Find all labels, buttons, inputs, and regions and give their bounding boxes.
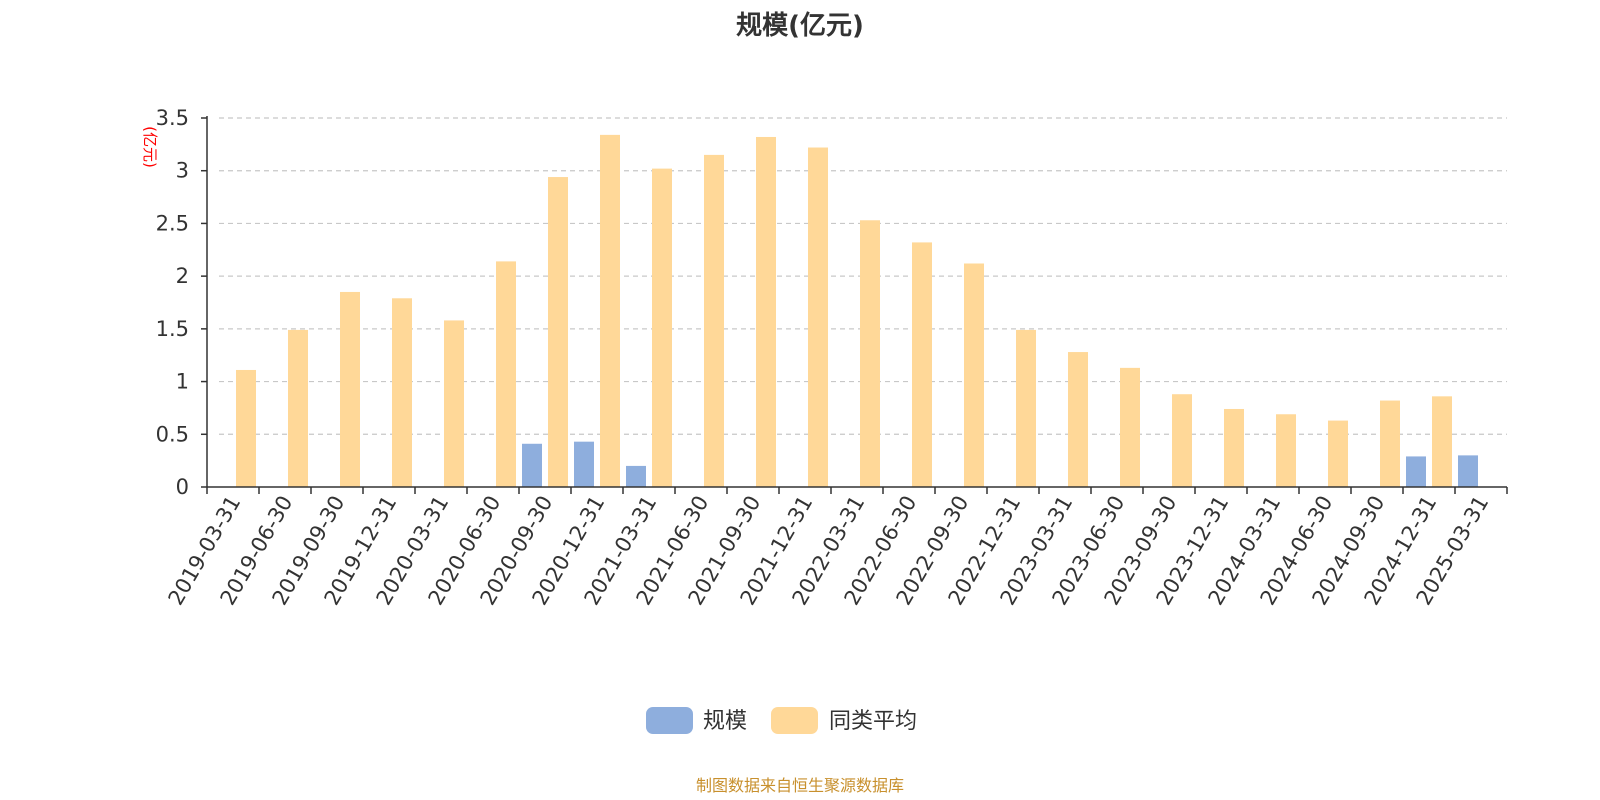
bar-scale-2020-12-31: [574, 441, 594, 487]
bar-scale-2025-03-31: [1458, 455, 1478, 487]
y-tick-label: 3.5: [156, 106, 189, 130]
y-tick-label: 1: [176, 370, 189, 394]
bar-peer-average-2023-09-30: [1172, 394, 1192, 487]
bar-peer-average-2024-06-30: [1328, 420, 1348, 487]
bar-peer-average-2021-09-30: [756, 136, 776, 487]
y-tick-label: 2: [176, 264, 189, 288]
bar-peer-average-2023-03-31: [1068, 352, 1088, 487]
bar-peer-average-2021-12-31: [808, 147, 828, 487]
bar-peer-average-2021-06-30: [704, 154, 724, 487]
bar-peer-average-2022-12-31: [1016, 329, 1036, 487]
bar-peer-average-2022-06-30: [912, 242, 932, 487]
legend-swatch: [771, 707, 818, 734]
y-tick-label: 0: [176, 475, 189, 499]
y-axis-unit-label: (亿元): [141, 126, 159, 168]
bar-peer-average-2022-09-30: [964, 263, 984, 487]
bar-peer-average-2020-06-30: [496, 261, 516, 487]
bar-scale-2021-03-31: [626, 465, 646, 487]
bar-peer-average-2020-03-31: [444, 320, 464, 487]
legend: 规模 同类平均: [646, 707, 917, 734]
bar-scale-2020-09-30: [522, 443, 542, 487]
bar-peer-average-2024-12-31: [1432, 396, 1452, 487]
bar-peer-average-2024-09-30: [1380, 400, 1400, 487]
bar-peer-average-2019-12-31: [392, 298, 412, 487]
bars: [236, 134, 1478, 488]
legend-label: 同类平均: [829, 709, 917, 734]
bar-peer-average-2019-06-30: [288, 329, 308, 487]
bar-peer-average-2024-03-31: [1276, 414, 1296, 487]
y-tick-label: 2.5: [156, 211, 189, 235]
legend-swatch: [646, 707, 693, 734]
bar-peer-average-2020-09-30: [548, 177, 568, 488]
bar-peer-average-2019-09-30: [340, 291, 360, 487]
bar-peer-average-2021-03-31: [652, 168, 672, 487]
source-note: 制图数据来自恒生聚源数据库: [696, 776, 904, 795]
bar-peer-average-2023-12-31: [1224, 408, 1244, 487]
bar-peer-average-2023-06-30: [1120, 367, 1140, 487]
chart-title: 规模(亿元): [736, 11, 864, 41]
y-tick-label: 1.5: [156, 317, 189, 341]
bar-peer-average-2020-12-31: [600, 134, 620, 487]
bar-peer-average-2019-03-31: [236, 369, 256, 487]
y-tick-label: 0.5: [156, 422, 189, 446]
y-tick-label: 3: [176, 159, 189, 183]
bar-scale-2024-12-31: [1406, 456, 1426, 487]
legend-label: 规模: [703, 709, 747, 734]
bar-peer-average-2022-03-31: [860, 220, 880, 487]
